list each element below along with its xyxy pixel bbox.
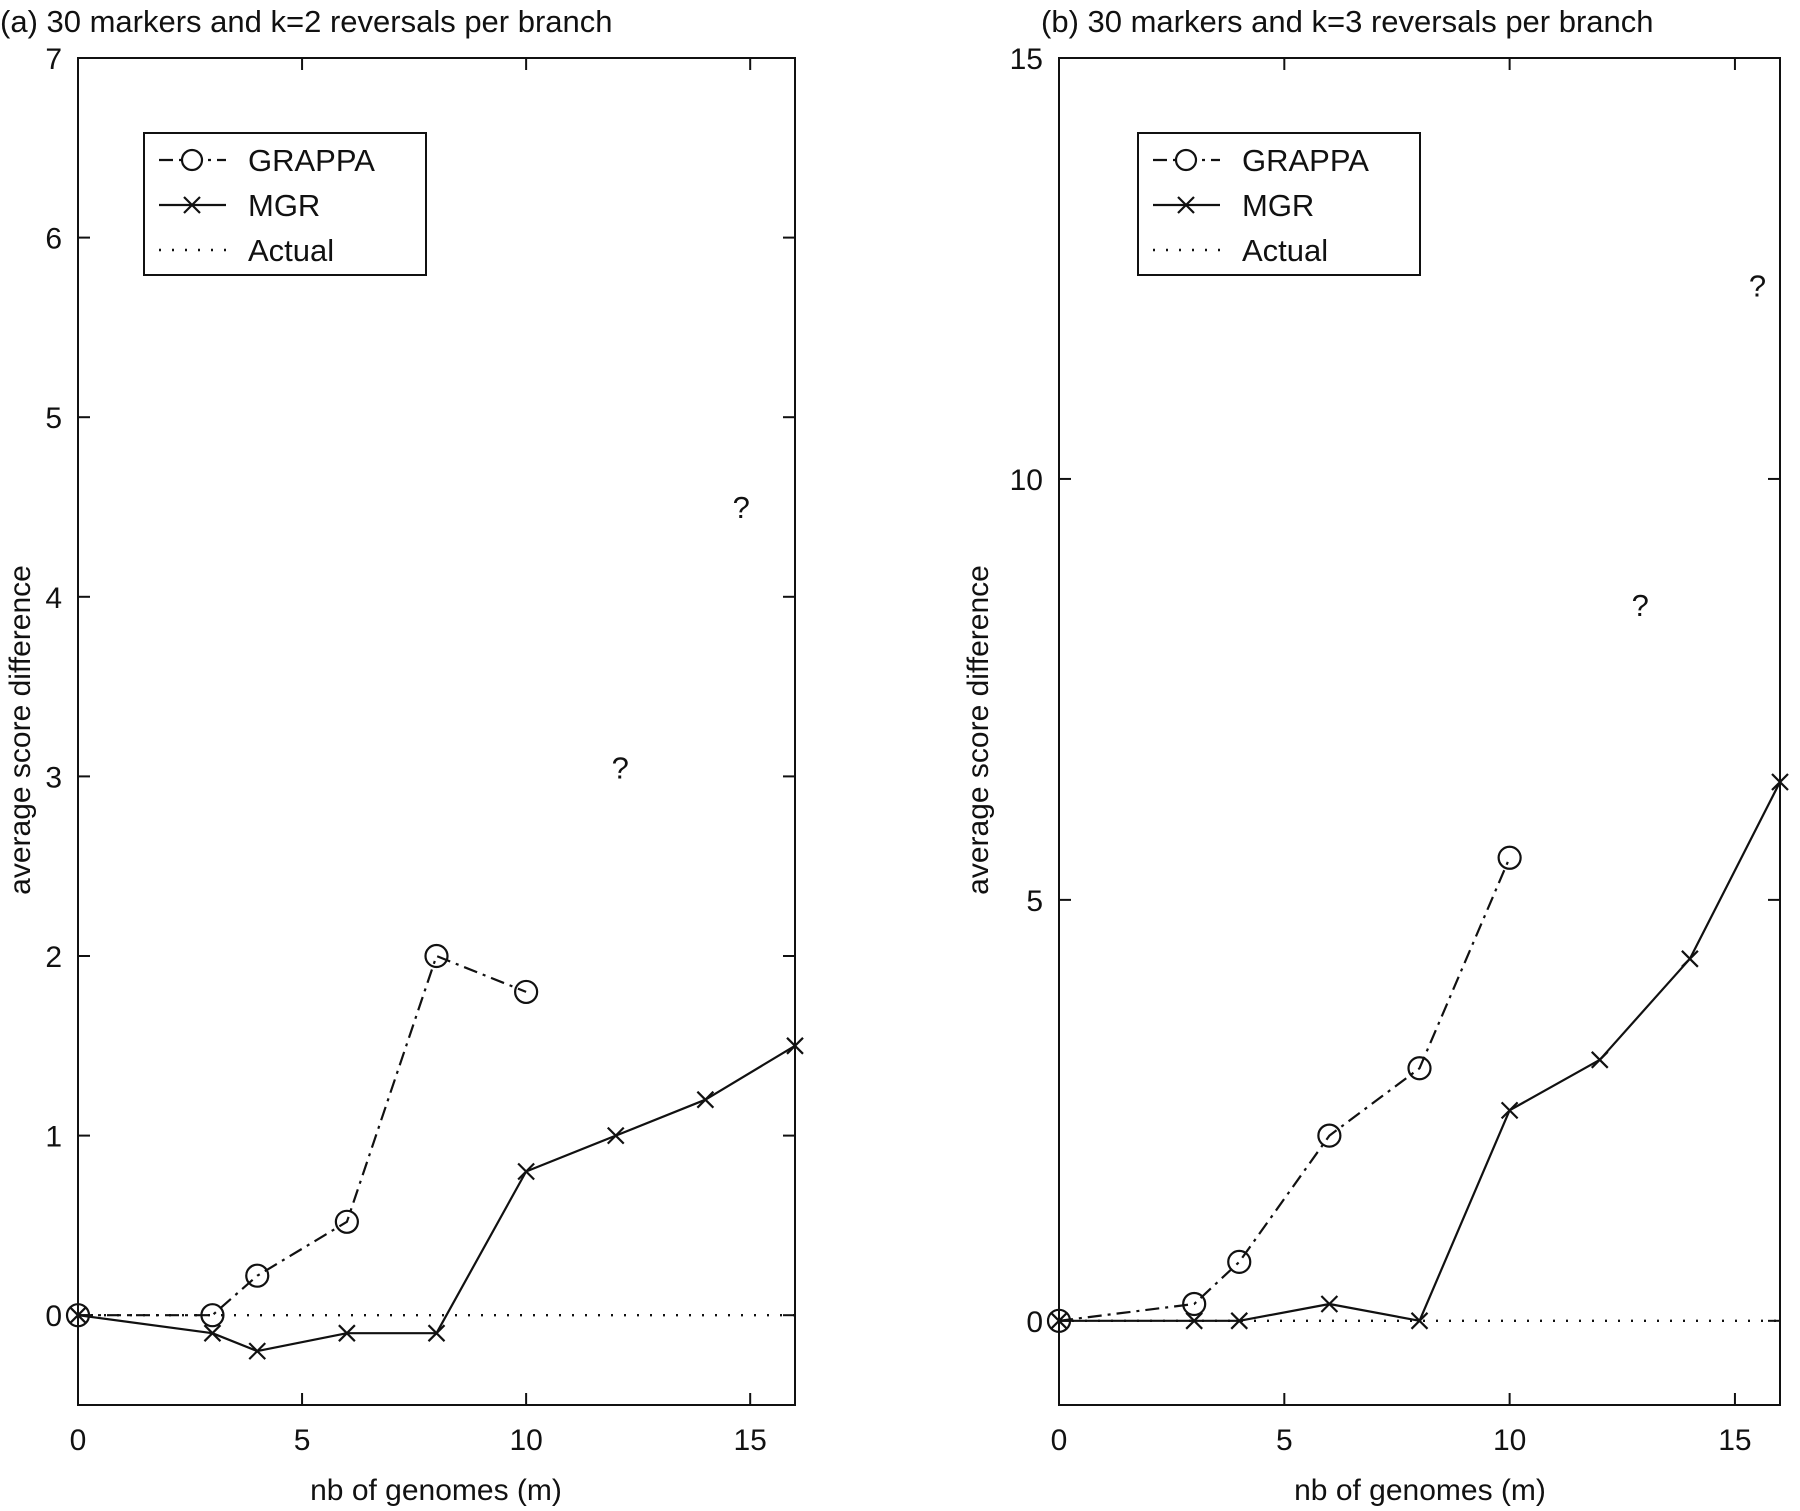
series-line-mgr: [77, 1044, 796, 1353]
legend-grappa-circle-marker: [180, 148, 204, 172]
legend-mgr-label: MGR: [1242, 188, 1314, 223]
data-point-grappa: [1407, 1056, 1432, 1081]
data-point-grappa: [1317, 1123, 1342, 1148]
data-point-mgr: [1230, 1312, 1249, 1330]
legend-actual-label: Actual: [1242, 233, 1328, 268]
y-tick-label: 15: [1010, 43, 1043, 76]
data-point-grappa: [1227, 1249, 1252, 1274]
data-point-mgr: [1050, 1312, 1068, 1330]
panel-b: (b) 30 markers and k=3 reversals per bra…: [962, 4, 1789, 1507]
data-point-mgr: [786, 1037, 804, 1055]
x-tick-label: 15: [734, 1424, 767, 1457]
legend-actual-label: Actual: [248, 233, 334, 268]
panel-a-y-ticks: 0 1 2 3 4 5 6 7: [45, 43, 795, 1333]
panel-b-y-ticks: 0 5 10 15: [1010, 43, 1780, 1339]
y-tick-label: 10: [1010, 464, 1043, 497]
data-point-grappa: [245, 1263, 270, 1288]
y-tick-label: 0: [1026, 1306, 1043, 1339]
data-point-mgr: [1500, 1101, 1519, 1120]
y-tick-label: 3: [45, 761, 62, 794]
annotation-question-mark: ?: [612, 750, 629, 785]
panel-a-x-ticks: 0 5 10 15: [70, 58, 767, 1457]
y-tick-label: 2: [45, 941, 62, 974]
data-point-mgr: [248, 1342, 267, 1360]
x-tick-label: 10: [509, 1424, 542, 1457]
data-point-grappa: [424, 943, 449, 969]
panel-b-x-ticks: 0 5 10 15: [1051, 58, 1752, 1457]
data-point-grappa: [514, 979, 539, 1005]
y-tick-label: 0: [45, 1300, 62, 1333]
series-line-grappa: [1058, 857, 1511, 1322]
series-mgr: [69, 1037, 804, 1360]
y-tick-label: 5: [45, 402, 62, 435]
annotation-question-mark: ?: [1749, 268, 1766, 303]
data-point-mgr: [696, 1090, 715, 1109]
data-point-mgr: [203, 1324, 222, 1342]
panel-a-y-axis-label: average score difference: [4, 565, 37, 895]
panel-a-series: [65, 943, 804, 1360]
legend-grappa-circle-marker: [1174, 148, 1198, 172]
panel-b-annotations: ??: [1632, 268, 1766, 623]
legend-grappa-label: GRAPPA: [248, 143, 375, 178]
x-tick-label: 0: [70, 1424, 87, 1457]
legend-mgr-label: MGR: [248, 188, 320, 223]
y-tick-label: 5: [1026, 885, 1043, 918]
series-grappa: [1046, 845, 1522, 1333]
data-point-mgr: [1185, 1312, 1203, 1330]
data-point-grappa: [1182, 1291, 1207, 1317]
y-tick-label: 1: [45, 1121, 62, 1154]
panel-b-x-axis-label: nb of genomes (m): [1294, 1474, 1546, 1507]
x-tick-label: 5: [294, 1424, 311, 1457]
data-point-mgr: [1320, 1295, 1339, 1313]
data-point-mgr: [517, 1162, 535, 1181]
x-tick-label: 5: [1276, 1424, 1293, 1457]
panel-a-plot-frame: [77, 57, 796, 1406]
panel-b-series: [1046, 773, 1789, 1333]
annotation-question-mark: ?: [733, 490, 750, 525]
data-point-grappa: [200, 1303, 225, 1328]
data-point-mgr: [606, 1126, 625, 1145]
legend-mgr-x-marker: [1177, 196, 1195, 214]
legend-mgr-x-marker: [183, 196, 201, 214]
y-tick-label: 4: [45, 582, 62, 615]
annotation-question-mark: ?: [1632, 588, 1649, 623]
x-tick-label: 0: [1051, 1424, 1068, 1457]
panel-b-title: (b) 30 markers and k=3 reversals per bra…: [1041, 4, 1654, 39]
panel-a-annotations: ??: [612, 490, 750, 785]
data-point-mgr: [69, 1306, 87, 1324]
panel-b-legend: GRAPPA MGR Actual: [1137, 132, 1421, 276]
series-grappa: [65, 943, 539, 1328]
data-point-grappa: [334, 1209, 359, 1234]
y-tick-label: 6: [45, 223, 62, 256]
panel-a-title: (a) 30 markers and k=2 reversals per bra…: [0, 4, 613, 39]
series-line-mgr: [1059, 781, 1781, 1322]
x-tick-label: 15: [1718, 1424, 1751, 1457]
panel-a-x-axis-label: nb of genomes (m): [310, 1474, 562, 1507]
panel-b-y-axis-label: average score difference: [962, 565, 995, 895]
panel-b-plot-frame: [1058, 57, 1781, 1406]
series-line-grappa: [78, 954, 527, 1317]
data-point-mgr: [1771, 773, 1789, 791]
data-point-grappa: [65, 1303, 91, 1328]
data-point-mgr: [1590, 1051, 1609, 1069]
panel-a: (a) 30 markers and k=2 reversals per bra…: [0, 4, 804, 1507]
data-point-mgr: [1681, 950, 1699, 968]
panel-a-legend: GRAPPA MGR Actual: [143, 132, 427, 276]
data-point-grappa: [1497, 845, 1522, 870]
legend-grappa-label: GRAPPA: [1242, 143, 1369, 178]
x-tick-label: 10: [1493, 1424, 1526, 1457]
data-point-mgr: [1410, 1312, 1429, 1330]
series-mgr: [1050, 773, 1789, 1330]
data-point-mgr: [338, 1324, 356, 1342]
y-tick-label: 7: [45, 43, 62, 76]
data-point-mgr: [427, 1324, 446, 1342]
